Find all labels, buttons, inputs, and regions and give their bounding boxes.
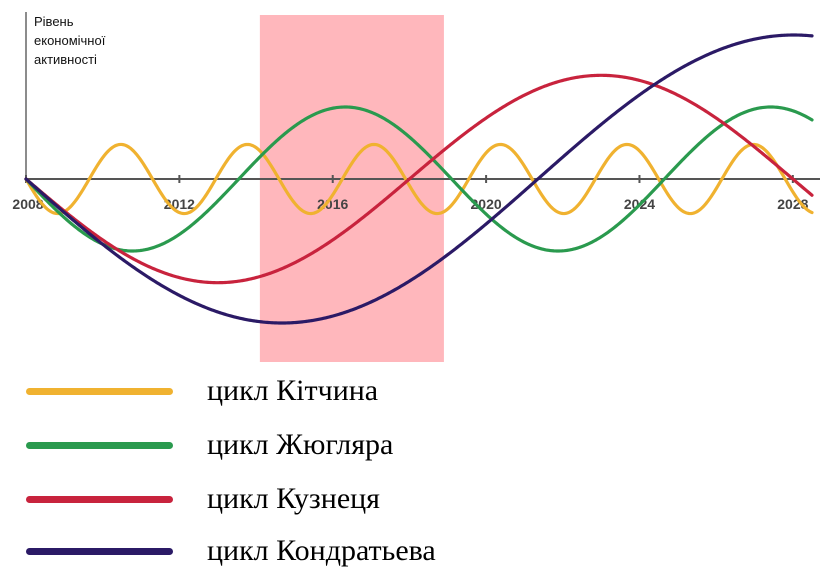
- y-axis-label-line-2: економічної: [34, 33, 106, 48]
- highlight-band: [259, 15, 444, 362]
- x-tick-label-2016: 2016: [317, 196, 348, 212]
- y-axis-label-line-3: активності: [34, 52, 97, 67]
- legend-item-juglar: цикл Жюгляра: [0, 426, 838, 466]
- series-line-kuznets: [24, 73, 814, 285]
- legend-label-kitchin: цикл Кітчина: [207, 374, 379, 407]
- legend-item-kuznets: цикл Кузнеця: [0, 480, 838, 520]
- legend-swatch-kuznets: [26, 496, 173, 503]
- legend-swatch-kitchin: [26, 388, 173, 395]
- y-axis-label-line-1: Рівень: [34, 14, 74, 29]
- legend-item-kitchin: цикл Кітчина: [0, 372, 838, 412]
- legend: цикл Кітчина цикл Жюгляра цикл Кузнеця ц…: [0, 360, 838, 582]
- legend-label-juglar: цикл Жюгляра: [207, 428, 394, 461]
- y-axis-label: Рівень економічної активності: [34, 12, 144, 69]
- legend-item-kondratiev: цикл Кондратьева: [0, 532, 838, 572]
- x-tick-label-2008: 2008: [12, 196, 43, 212]
- series-line-juglar: [24, 105, 814, 253]
- series-line-kondratiev: [24, 33, 814, 325]
- legend-swatch-juglar: [26, 442, 173, 449]
- series-line-kitchin: [24, 142, 814, 216]
- legend-label-kondratiev: цикл Кондратьева: [207, 534, 436, 567]
- legend-swatch-kondratiev: [26, 548, 173, 555]
- x-tick-label-2028: 2028: [777, 196, 808, 212]
- chart-plot: 2008 2012 2016 2020 2024 2028: [12, 12, 820, 362]
- series-lines: [24, 33, 814, 325]
- legend-label-kuznets: цикл Кузнеця: [207, 482, 380, 515]
